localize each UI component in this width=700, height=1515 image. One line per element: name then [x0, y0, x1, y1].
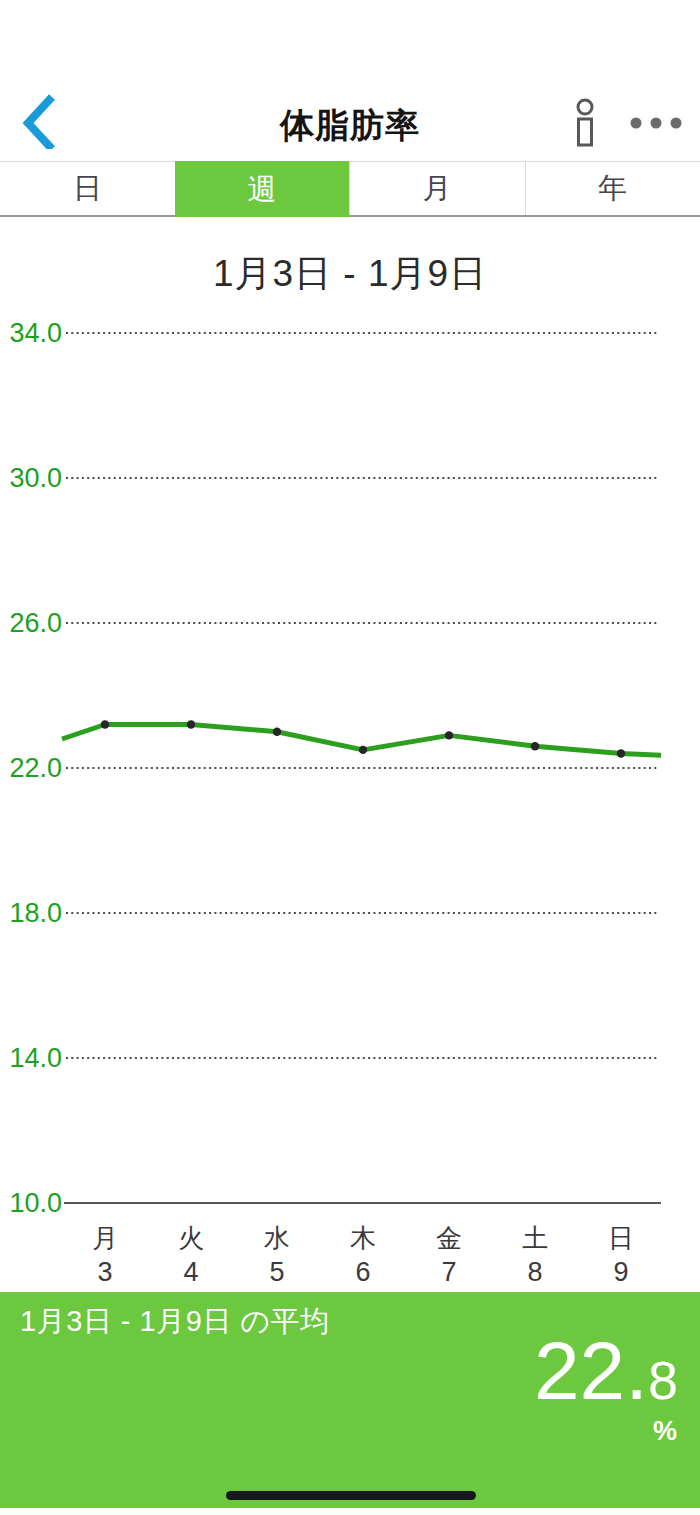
x-tick-weekday: 火 [178, 1223, 204, 1253]
bottom-strip [0, 1508, 700, 1515]
x-tick-weekday: 木 [350, 1223, 376, 1253]
y-tick-label: 34.0 [9, 318, 62, 348]
data-point[interactable] [531, 742, 539, 750]
app-screen: 体脂肪率 日 週 月 年 1月3日 - 1月9日 [0, 0, 700, 1515]
data-point[interactable] [273, 728, 281, 736]
data-point[interactable] [187, 720, 195, 728]
x-tick-date: 3 [97, 1257, 112, 1287]
x-tick-date: 4 [183, 1257, 198, 1287]
data-point[interactable] [101, 720, 109, 728]
x-tick-weekday: 水 [264, 1223, 290, 1253]
y-tick-label: 26.0 [9, 608, 62, 638]
home-indicator[interactable] [226, 1491, 476, 1500]
unit-label: % [653, 1416, 677, 1447]
x-tick-date: 6 [355, 1257, 370, 1287]
y-tick-label: 30.0 [9, 463, 62, 493]
x-tick-weekday: 土 [522, 1223, 548, 1253]
y-tick-label: 10.0 [9, 1188, 62, 1218]
x-tick-weekday: 金 [436, 1223, 462, 1253]
y-tick-label: 22.0 [9, 753, 62, 783]
x-tick-weekday: 月 [92, 1223, 118, 1253]
x-tick-weekday: 日 [608, 1223, 634, 1253]
data-point[interactable] [445, 731, 453, 739]
average-summary-panel: 1月3日 - 1月9日 の平均 22. 8 % [0, 1292, 700, 1508]
y-tick-label: 18.0 [9, 898, 62, 928]
average-value-int: 22. [534, 1330, 648, 1412]
x-tick-date: 7 [441, 1257, 456, 1287]
data-point[interactable] [617, 749, 625, 757]
data-point[interactable] [359, 746, 367, 754]
x-tick-date: 8 [527, 1257, 542, 1287]
line-chart: 34.0 30.0 26.0 22.0 18.0 14.0 10.0 月 3 火 4 水 5 木 6 金 7 土 8… [0, 0, 700, 1292]
x-tick-date: 5 [269, 1257, 284, 1287]
average-value-dec: 8 [648, 1353, 678, 1407]
average-label: 1月3日 - 1月9日 の平均 [20, 1302, 330, 1342]
y-tick-label: 14.0 [9, 1043, 62, 1073]
x-tick-date: 9 [613, 1257, 628, 1287]
average-value: 22. 8 [534, 1330, 678, 1412]
